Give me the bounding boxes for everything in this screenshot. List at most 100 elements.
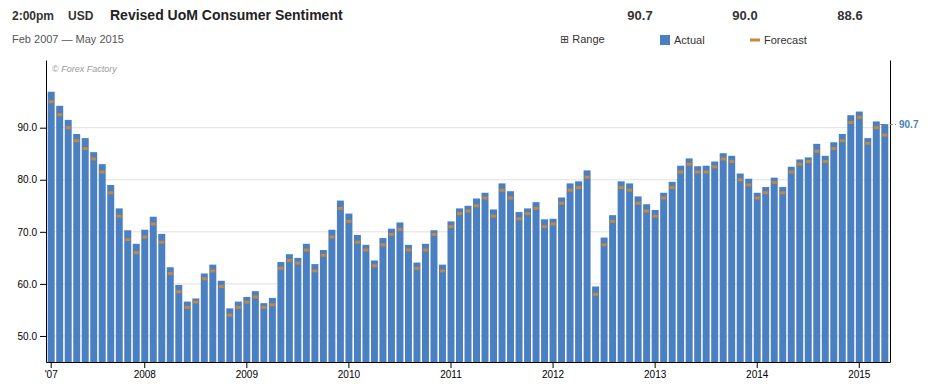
- bar: [167, 267, 174, 362]
- legend-item: Forecast: [750, 34, 807, 46]
- y2-tick-mark: [880, 124, 896, 125]
- forecast-marker: [193, 301, 198, 304]
- bar: [116, 208, 123, 362]
- forecast-marker: [83, 147, 88, 150]
- forecast-marker: [780, 191, 785, 194]
- x-tick: 2015: [848, 362, 871, 380]
- bar: [779, 187, 786, 362]
- bar: [405, 245, 412, 362]
- y-axis: 50.060.070.080.090.0: [18, 61, 47, 363]
- forecast-marker: [738, 178, 743, 181]
- bar: [856, 112, 863, 362]
- bar: [294, 258, 301, 362]
- forecast-marker: [312, 269, 317, 272]
- bar: [822, 156, 829, 362]
- bar: [243, 297, 250, 362]
- bar: [592, 287, 599, 363]
- forecast-marker: [789, 170, 794, 173]
- bar: [73, 134, 80, 362]
- forecast-marker: [270, 303, 275, 306]
- bar: [864, 138, 871, 362]
- bar: [303, 244, 310, 362]
- series: [49, 100, 888, 316]
- legend-label: Forecast: [764, 34, 807, 46]
- bar: [609, 215, 616, 362]
- x-tick: 2013: [644, 362, 667, 380]
- bar: [830, 142, 837, 362]
- forecast-marker: [117, 215, 122, 218]
- bar: [345, 214, 352, 362]
- forecast-marker: [474, 204, 479, 207]
- forecast-marker: [687, 163, 692, 166]
- bar: [65, 120, 72, 362]
- bar: [184, 302, 191, 362]
- forecast-marker: [508, 196, 513, 199]
- x-tick-mark: [144, 362, 145, 368]
- bar: [439, 265, 446, 362]
- bar: [235, 302, 242, 362]
- y-tick-mark: [40, 128, 46, 129]
- forecast-marker: [653, 215, 658, 218]
- bar: [430, 230, 437, 362]
- plot: '072008200920102011201220132014201550.06…: [18, 61, 919, 386]
- forecast-marker: [125, 238, 130, 241]
- annotation: USD: [68, 9, 94, 23]
- y-tick-label: 70.0: [18, 227, 38, 238]
- bar: [141, 230, 148, 362]
- forecast-marker: [346, 220, 351, 223]
- chart: Revised UoM Consumer SentimentFeb 2007 —…: [0, 0, 936, 386]
- bar: [269, 298, 276, 362]
- forecast-marker: [287, 259, 292, 262]
- forecast-marker: [321, 254, 326, 257]
- bar: [694, 166, 701, 362]
- forecast-marker: [500, 189, 505, 192]
- forecast-marker: [568, 189, 573, 192]
- forecast-marker: [712, 165, 717, 168]
- bar: [48, 92, 55, 362]
- forecast-marker: [865, 142, 870, 145]
- y2-tick-label: 90.7: [899, 119, 919, 130]
- axis-line: [47, 362, 891, 363]
- bar: [745, 179, 752, 362]
- bar: [703, 166, 710, 362]
- marks: [48, 92, 889, 362]
- bar: [601, 238, 608, 362]
- forecast-marker: [517, 217, 522, 220]
- forecast-marker: [559, 202, 564, 205]
- bar: [422, 244, 429, 362]
- forecast-marker: [465, 210, 470, 213]
- forecast-marker: [585, 176, 590, 179]
- bar: [839, 134, 846, 362]
- title: Revised UoM Consumer Sentiment: [110, 7, 343, 23]
- y-tick-mark: [40, 180, 46, 181]
- bar: [728, 156, 735, 362]
- forecast-marker: [406, 249, 411, 252]
- bar: [669, 182, 676, 362]
- bar: [805, 157, 812, 362]
- bar: [652, 210, 659, 362]
- bar: [796, 159, 803, 362]
- forecast-marker: [619, 186, 624, 189]
- bar: [737, 174, 744, 362]
- forecast-marker: [338, 207, 343, 210]
- bar: [150, 217, 157, 362]
- bar: [762, 187, 769, 362]
- bar: [533, 202, 540, 362]
- x-tick: 2010: [338, 362, 361, 380]
- forecast-marker: [380, 243, 385, 246]
- legend-swatch: [750, 39, 760, 42]
- legend-item: Actual: [660, 34, 705, 46]
- forecast-marker: [763, 191, 768, 194]
- forecast-marker: [440, 269, 445, 272]
- x-tick: 2009: [236, 362, 259, 380]
- bar: [192, 298, 199, 362]
- bar: [133, 244, 140, 362]
- forecast-marker: [202, 277, 207, 280]
- forecast-marker: [91, 157, 96, 160]
- bar: [447, 221, 454, 362]
- x-tick-mark: [655, 362, 656, 368]
- bar: [328, 230, 335, 362]
- y-tick-mark: [40, 336, 46, 337]
- bar: [711, 162, 718, 362]
- forecast-marker: [185, 306, 190, 309]
